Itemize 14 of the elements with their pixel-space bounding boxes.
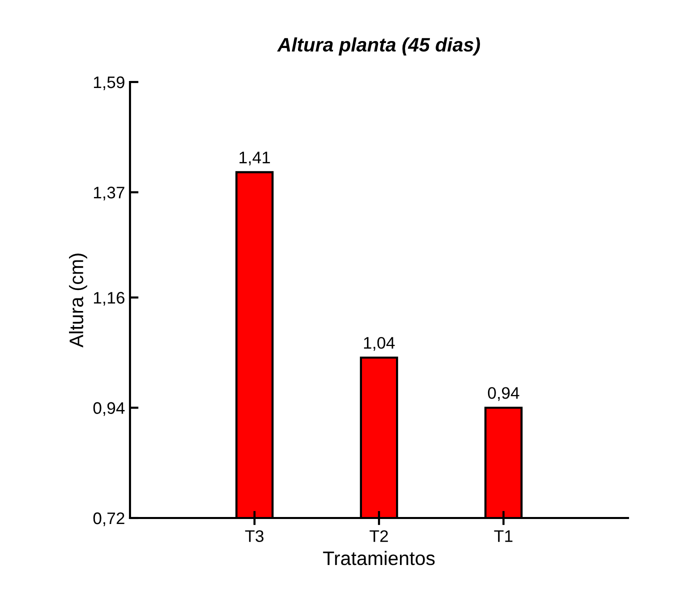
data-label: 1,04 [364,336,395,351]
x-tick-label: T2 [370,530,388,542]
x-tick-label: T1 [494,530,512,542]
data-label: 0,94 [488,387,520,401]
y-axis-title: Altura (cm) [69,254,88,348]
data-label: 1,41 [240,152,270,166]
y-tick-label: 1,59 [94,76,124,90]
y-tick-label: 1,16 [94,292,124,306]
y-tick-label: 0,72 [93,512,124,526]
x-axis-title: Tratamientos [323,550,435,566]
chart-title: Altura planta (45 dias) [277,37,480,56]
y-tick-label: 0,94 [93,402,125,416]
x-tick-label: T3 [245,530,264,542]
y-tick-label: 1,37 [94,186,124,200]
